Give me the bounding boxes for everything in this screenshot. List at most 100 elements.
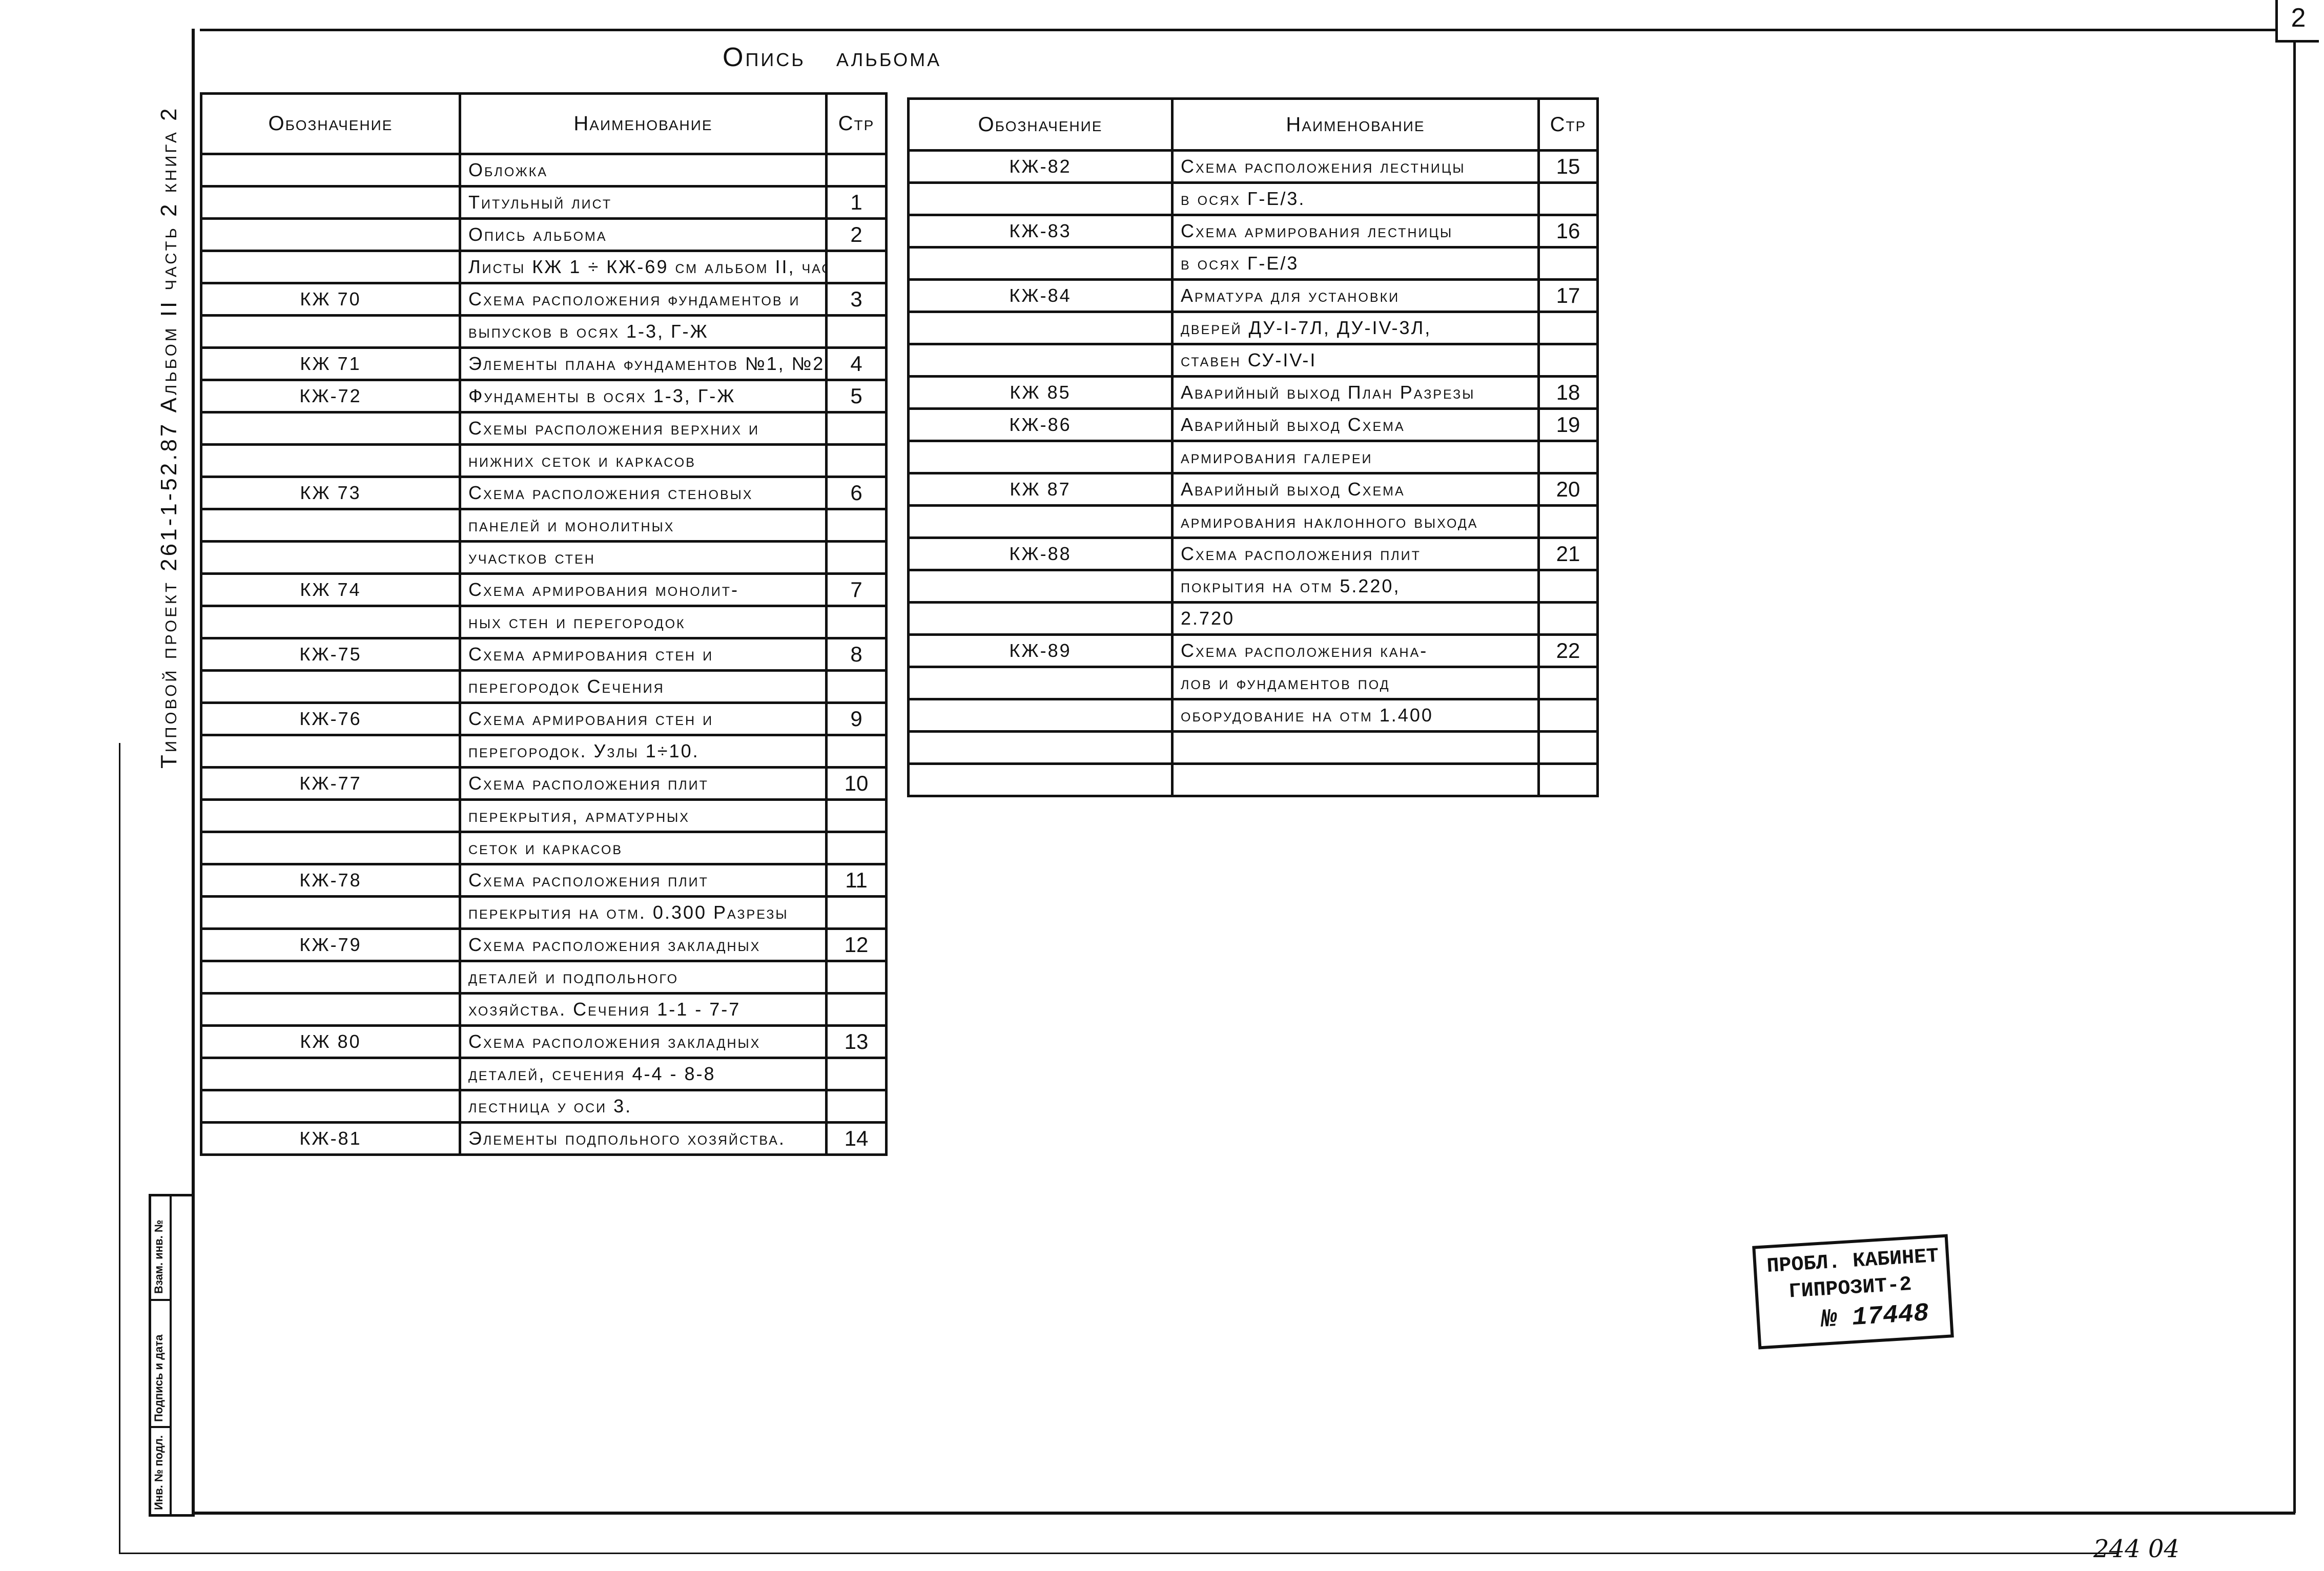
- cell-name: армирования наклонного выхода: [1171, 504, 1540, 539]
- cell-code: [907, 569, 1174, 604]
- cell-name: Схема расположения фундаментов и: [459, 282, 828, 317]
- table-row: перекрытия на отм. 0.300 Разрезы: [200, 895, 888, 930]
- cell-name: панелей и монолитных: [459, 508, 828, 543]
- table-row: КЖ-72 Фундаменты в осях 1-3, Г-Ж 5: [200, 379, 888, 414]
- approval-strip: Взам. инв. № Подпись и дата Инв. № подл.: [149, 1194, 195, 1517]
- table-row: сеток и каркасов: [200, 831, 888, 865]
- cell-name: Элементы подпольного хозяйства.: [459, 1121, 828, 1156]
- cell-page: [1537, 246, 1599, 281]
- cell-code: КЖ 71: [200, 346, 461, 381]
- header-name: Наименование: [1171, 97, 1540, 152]
- cell-page: [1537, 440, 1599, 474]
- cell-page: [825, 314, 888, 349]
- cell-name: перегородок Сечения: [459, 669, 828, 704]
- cell-page: [825, 960, 888, 995]
- cell-code: [907, 698, 1174, 733]
- cell-code: КЖ 74: [200, 572, 461, 607]
- stamp-line-3: № 17448: [1820, 1299, 1930, 1335]
- cell-code: [907, 601, 1174, 636]
- table-row: перекрытия, арматурных: [200, 798, 888, 833]
- cell-page: [825, 895, 888, 930]
- cell-code: КЖ-83: [907, 214, 1174, 249]
- table-row: ставен СУ-IV-I: [907, 343, 1599, 378]
- cell-code: КЖ-86: [907, 407, 1174, 442]
- cell-page: 4: [825, 346, 888, 381]
- table-row: перегородок. Узлы 1÷10.: [200, 734, 888, 769]
- cell-page: 5: [825, 379, 888, 414]
- cell-name: перекрытия на отм. 0.300 Разрезы: [459, 895, 828, 930]
- table-row: КЖ-83 Схема армирования лестницы 16: [907, 214, 1599, 249]
- cell-name: Схемы расположения верхних и: [459, 411, 828, 446]
- table-row: Схемы расположения верхних и: [200, 411, 888, 446]
- table-row: КЖ-79 Схема расположения закладных 12: [200, 927, 888, 962]
- table-row: Опись альбома 2: [200, 217, 888, 252]
- table-row: покрытия на отм 5.220,: [907, 569, 1599, 604]
- table-row: нижних сеток и каркасов: [200, 443, 888, 478]
- table-row: армирования наклонного выхода: [907, 504, 1599, 539]
- cell-name: [1171, 762, 1540, 797]
- cell-page: [825, 443, 888, 478]
- frame-bottom-line: [192, 1512, 2295, 1515]
- cell-name: Аварийный выход Схема: [1171, 407, 1540, 442]
- cell-name: Обложка: [459, 153, 828, 188]
- cell-name: Схема армирования монолит-: [459, 572, 828, 607]
- stamp-line-1: ПРОБЛ. КАБИНЕТ: [1766, 1245, 1940, 1279]
- frame-left-line: [192, 29, 195, 1515]
- cell-name: Схема армирования лестницы: [1171, 214, 1540, 249]
- cell-page: 1: [825, 185, 888, 220]
- cell-name: Аварийный выход Схема: [1171, 472, 1540, 507]
- cell-name: Опись альбома: [459, 217, 828, 252]
- cell-page: 9: [825, 701, 888, 736]
- cell-page: [825, 1089, 888, 1124]
- cell-code: [200, 443, 461, 478]
- cell-page: [1537, 762, 1599, 797]
- cell-page: 12: [825, 927, 888, 962]
- table-row: КЖ 85 Аварийный выход План Разрезы 18: [907, 375, 1599, 410]
- title-word-2: альбома: [836, 43, 942, 72]
- cell-page: 17: [1537, 278, 1599, 313]
- title-word-1: Опись: [723, 43, 806, 72]
- cell-code: КЖ-79: [200, 927, 461, 962]
- table-row: панелей и монолитных: [200, 508, 888, 543]
- table-row: 2.720: [907, 601, 1599, 636]
- table-row: КЖ-82 Схема расположения лестницы 15: [907, 149, 1599, 184]
- outer-bottom-line: [119, 1553, 2117, 1554]
- header-code: Обозначение: [200, 92, 461, 155]
- cell-page: [1537, 666, 1599, 700]
- archive-stamp: ПРОБЛ. КАБИНЕТ ГИПРОЗИТ-2 № 17448: [1752, 1234, 1954, 1350]
- cell-name: в осях Г-Е/3: [1171, 246, 1540, 281]
- table-row: Обложка: [200, 153, 888, 188]
- cell-name: ставен СУ-IV-I: [1171, 343, 1540, 378]
- cell-name: Аварийный выход План Разрезы: [1171, 375, 1540, 410]
- cell-code: [200, 605, 461, 639]
- cell-page: [825, 831, 888, 865]
- table-row: [907, 762, 1599, 797]
- cell-code: КЖ-89: [907, 633, 1174, 668]
- table-row: КЖ-89 Схема расположения кана- 22: [907, 633, 1599, 668]
- cell-code: КЖ-72: [200, 379, 461, 414]
- cell-page: 14: [825, 1121, 888, 1156]
- cell-page: [825, 411, 888, 446]
- table-row: КЖ-84 Арматура для установки 17: [907, 278, 1599, 313]
- cell-code: [907, 762, 1174, 797]
- cell-page: 10: [825, 766, 888, 801]
- page-title: Опись альбома: [723, 42, 972, 73]
- cell-page: 19: [1537, 407, 1599, 442]
- cell-name: хозяйства. Сечения 1-1 - 7-7: [459, 992, 828, 1027]
- cell-name: Схема расположения плит: [459, 863, 828, 898]
- cell-name: [1171, 730, 1540, 765]
- cell-name: перекрытия, арматурных: [459, 798, 828, 833]
- cell-page: [1537, 601, 1599, 636]
- table-row: лестница у оси 3.: [200, 1089, 888, 1124]
- cell-code: КЖ-81: [200, 1121, 461, 1156]
- cell-code: [200, 250, 461, 284]
- cell-name: Арматура для установки: [1171, 278, 1540, 313]
- cell-code: КЖ-84: [907, 278, 1174, 313]
- cell-code: КЖ 80: [200, 1024, 461, 1059]
- cell-name: оборудование на отм 1.400: [1171, 698, 1540, 733]
- cell-code: КЖ-82: [907, 149, 1174, 184]
- table-row: хозяйства. Сечения 1-1 - 7-7: [200, 992, 888, 1027]
- cell-page: [1537, 343, 1599, 378]
- cell-page: [825, 1057, 888, 1091]
- cell-page: [1537, 504, 1599, 539]
